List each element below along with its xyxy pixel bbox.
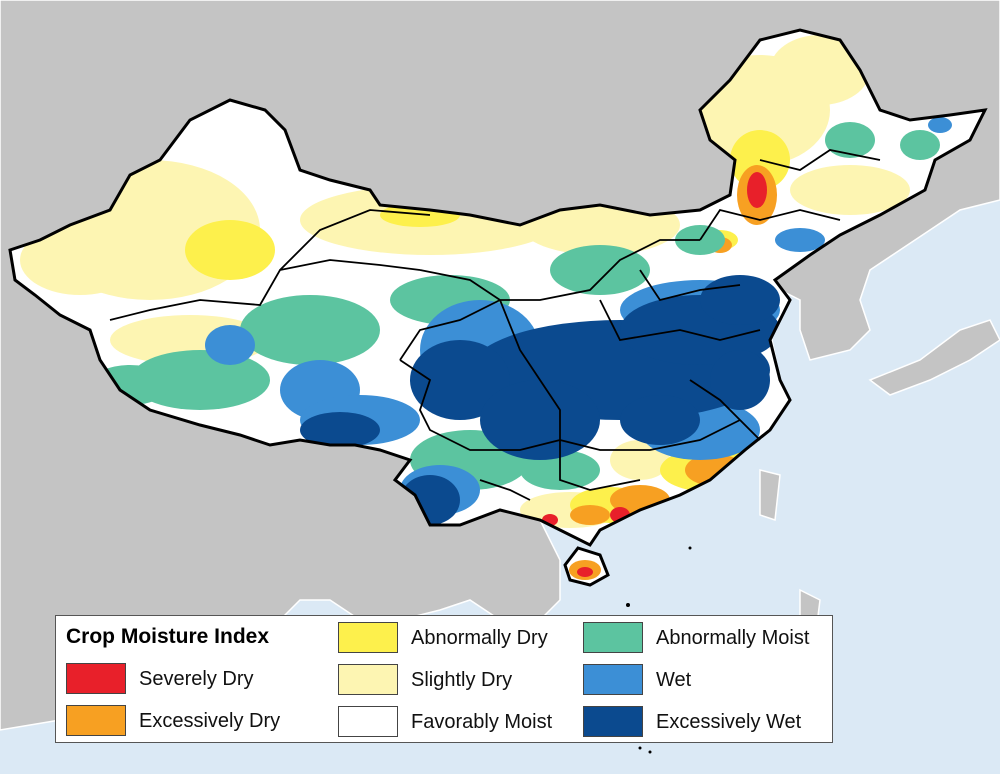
swatch-slightly-dry xyxy=(338,664,398,695)
swatch-abnormally-dry xyxy=(338,622,398,653)
swatch-excessively-wet xyxy=(583,706,643,737)
slightly-dry-areas xyxy=(20,35,910,528)
legend-label: Excessively Wet xyxy=(656,711,802,733)
small-islands xyxy=(626,546,692,754)
legend-label: Wet xyxy=(656,669,692,691)
swatch-favorably-moist xyxy=(338,706,398,737)
legend: Crop Moisture Index Severely Dry Excessi… xyxy=(55,615,833,743)
swatch-excessively-dry xyxy=(66,705,126,736)
excessively-wet-areas xyxy=(300,275,780,525)
swatch-severely-dry xyxy=(66,663,126,694)
legend-title: Crop Moisture Index xyxy=(66,625,270,648)
swatch-wet xyxy=(583,664,643,695)
legend-label: Abnormally Moist xyxy=(656,627,810,649)
severely-dry-areas xyxy=(542,172,767,577)
province-boundaries xyxy=(109,149,881,501)
legend-label: Abnormally Dry xyxy=(411,627,548,649)
swatch-abnormally-moist xyxy=(583,622,643,653)
legend-label: Slightly Dry xyxy=(411,669,513,691)
national-boundary xyxy=(8,28,988,587)
legend-label: Favorably Moist xyxy=(411,711,553,733)
legend-label: Excessively Dry xyxy=(139,710,281,732)
legend-label: Severely Dry xyxy=(139,668,254,690)
